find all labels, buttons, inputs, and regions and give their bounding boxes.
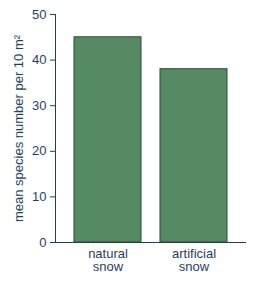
- svg-text:0: 0: [39, 235, 46, 250]
- svg-text:30: 30: [32, 98, 46, 113]
- svg-text:naturalsnow: naturalsnow: [88, 246, 128, 274]
- svg-text:20: 20: [32, 143, 46, 158]
- svg-text:40: 40: [32, 52, 46, 67]
- svg-text:mean species number per 10 m²: mean species number per 10 m²: [11, 34, 26, 222]
- svg-text:artificialsnow: artificialsnow: [172, 246, 216, 274]
- svg-text:10: 10: [32, 189, 46, 204]
- svg-text:50: 50: [32, 7, 46, 22]
